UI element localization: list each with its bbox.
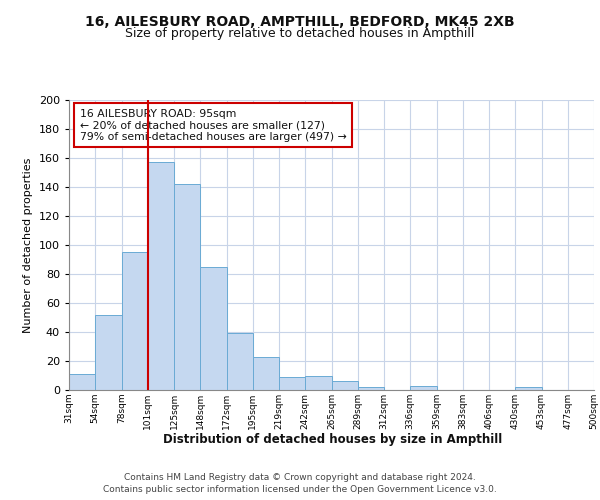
Text: Size of property relative to detached houses in Ampthill: Size of property relative to detached ho… (125, 28, 475, 40)
Bar (227, 334, 253, 390)
Bar (305, 376, 331, 390)
Text: Contains HM Land Registry data © Crown copyright and database right 2024.: Contains HM Land Registry data © Crown c… (124, 472, 476, 482)
Text: 16 AILESBURY ROAD: 95sqm
← 20% of detached houses are smaller (127)
79% of semi-: 16 AILESBURY ROAD: 95sqm ← 20% of detach… (79, 108, 346, 142)
Bar (358, 387, 384, 390)
Text: 16, AILESBURY ROAD, AMPTHILL, BEDFORD, MK45 2XB: 16, AILESBURY ROAD, AMPTHILL, BEDFORD, M… (85, 15, 515, 29)
Bar (69, 374, 95, 390)
Bar (174, 184, 200, 390)
Bar (95, 314, 121, 390)
Bar (121, 252, 148, 390)
Y-axis label: Number of detached properties: Number of detached properties (23, 158, 33, 332)
Bar (410, 386, 437, 390)
Bar (331, 382, 358, 390)
Bar (515, 387, 542, 390)
Text: Contains public sector information licensed under the Open Government Licence v3: Contains public sector information licen… (103, 485, 497, 494)
Text: Distribution of detached houses by size in Ampthill: Distribution of detached houses by size … (163, 432, 503, 446)
Bar (253, 356, 279, 390)
Bar (279, 377, 305, 390)
Bar (200, 267, 227, 390)
Bar (148, 162, 174, 390)
